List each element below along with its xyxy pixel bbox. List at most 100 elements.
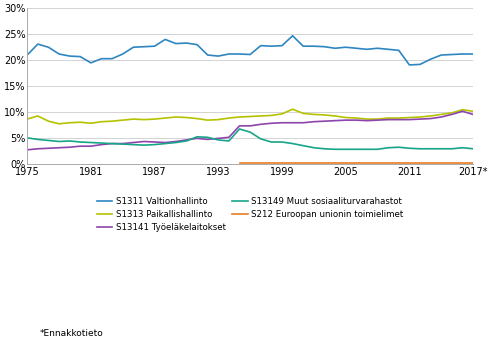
S13149 Muut sosiaaliturvarahastot (300, 144, 306, 148)
S212 Euroopan unionin toimielimet (438, 161, 444, 165)
S1313 Paikallishallinto (321, 113, 327, 117)
S212 Euroopan unionin toimielimet (449, 161, 455, 165)
S1313 Paikallishallinto (109, 119, 115, 123)
S1313 Paikallishallinto (24, 117, 30, 121)
S13149 Muut sosiaaliturvarahastot (321, 147, 327, 151)
S13141 Työeläkelaitokset (226, 135, 232, 139)
S13149 Muut sosiaaliturvarahastot (374, 147, 380, 151)
S1313 Paikallishallinto (152, 117, 157, 121)
S13149 Muut sosiaaliturvarahastot (385, 146, 391, 150)
S1311 Valtionhallinto (311, 44, 317, 48)
S1311 Valtionhallinto (35, 42, 41, 46)
S13149 Muut sosiaaliturvarahastot (247, 130, 253, 134)
S13149 Muut sosiaaliturvarahastot (258, 137, 264, 141)
S1311 Valtionhallinto (364, 47, 370, 51)
S1313 Paikallishallinto (130, 117, 136, 121)
S212 Euroopan unionin toimielimet (269, 161, 275, 165)
S1311 Valtionhallinto (343, 45, 349, 49)
S1313 Paikallishallinto (45, 119, 51, 123)
S13141 Työeläkelaitokset (56, 146, 62, 150)
S13149 Muut sosiaaliturvarahastot (141, 143, 147, 147)
S13149 Muut sosiaaliturvarahastot (353, 147, 359, 151)
S13141 Työeläkelaitokset (109, 142, 115, 146)
S13149 Muut sosiaaliturvarahastot (98, 141, 104, 145)
S13141 Työeläkelaitokset (141, 139, 147, 144)
S1311 Valtionhallinto (194, 43, 200, 47)
S212 Euroopan unionin toimielimet (353, 161, 359, 165)
S13149 Muut sosiaaliturvarahastot (205, 135, 211, 139)
S13141 Työeläkelaitokset (67, 145, 73, 149)
S212 Euroopan unionin toimielimet (247, 161, 253, 165)
S1311 Valtionhallinto (321, 45, 327, 49)
S1313 Paikallishallinto (269, 114, 275, 118)
S212 Euroopan unionin toimielimet (406, 161, 412, 165)
S1311 Valtionhallinto (460, 52, 465, 56)
S13141 Työeläkelaitokset (215, 136, 221, 140)
S1311 Valtionhallinto (109, 57, 115, 61)
S1313 Paikallishallinto (226, 116, 232, 120)
S13141 Työeläkelaitokset (237, 124, 243, 128)
S1313 Paikallishallinto (173, 115, 179, 119)
S1313 Paikallishallinto (300, 111, 306, 115)
S13149 Muut sosiaaliturvarahastot (45, 138, 51, 143)
S13149 Muut sosiaaliturvarahastot (269, 140, 275, 144)
S13141 Työeläkelaitokset (396, 118, 402, 122)
S1311 Valtionhallinto (290, 34, 296, 38)
S1311 Valtionhallinto (98, 57, 104, 61)
S13141 Työeläkelaitokset (98, 143, 104, 147)
S1311 Valtionhallinto (300, 44, 306, 48)
S1311 Valtionhallinto (417, 62, 423, 66)
S1311 Valtionhallinto (77, 55, 83, 59)
S1313 Paikallishallinto (460, 108, 465, 112)
S212 Euroopan unionin toimielimet (279, 161, 285, 165)
S212 Euroopan unionin toimielimet (470, 161, 476, 165)
S212 Euroopan unionin toimielimet (300, 161, 306, 165)
S13149 Muut sosiaaliturvarahastot (279, 140, 285, 144)
S1313 Paikallishallinto (258, 114, 264, 118)
S13141 Työeläkelaitokset (353, 118, 359, 122)
S212 Euroopan unionin toimielimet (290, 161, 296, 165)
S13141 Työeläkelaitokset (406, 118, 412, 122)
S13141 Työeläkelaitokset (321, 119, 327, 123)
S13141 Työeläkelaitokset (269, 121, 275, 125)
S1311 Valtionhallinto (396, 48, 402, 53)
S1311 Valtionhallinto (438, 53, 444, 57)
S1311 Valtionhallinto (226, 52, 232, 56)
S13149 Muut sosiaaliturvarahastot (364, 147, 370, 151)
Text: *Ennakkotieto: *Ennakkotieto (39, 329, 103, 338)
S212 Euroopan unionin toimielimet (374, 161, 380, 165)
S1313 Paikallishallinto (205, 118, 211, 122)
S13141 Työeläkelaitokset (332, 119, 338, 123)
S13149 Muut sosiaaliturvarahastot (109, 142, 115, 146)
S1311 Valtionhallinto (162, 38, 168, 42)
S13149 Muut sosiaaliturvarahastot (194, 135, 200, 139)
S1311 Valtionhallinto (173, 42, 179, 46)
S1311 Valtionhallinto (120, 52, 125, 56)
S1313 Paikallishallinto (290, 107, 296, 111)
S13141 Työeläkelaitokset (290, 121, 296, 125)
S1311 Valtionhallinto (141, 45, 147, 49)
S13149 Muut sosiaaliturvarahastot (120, 142, 125, 146)
S13141 Työeläkelaitokset (205, 137, 211, 142)
S1311 Valtionhallinto (56, 52, 62, 56)
S1311 Valtionhallinto (449, 53, 455, 57)
S212 Euroopan unionin toimielimet (396, 161, 402, 165)
Line: S13141 Työeläkelaitokset: S13141 Työeläkelaitokset (27, 111, 473, 150)
S13141 Työeläkelaitokset (152, 140, 157, 144)
S13141 Työeläkelaitokset (417, 117, 423, 121)
S1313 Paikallishallinto (120, 118, 125, 122)
S1313 Paikallishallinto (141, 118, 147, 122)
S13141 Työeläkelaitokset (24, 148, 30, 152)
S13141 Työeläkelaitokset (279, 121, 285, 125)
S212 Euroopan unionin toimielimet (258, 161, 264, 165)
S1311 Valtionhallinto (279, 44, 285, 48)
S13149 Muut sosiaaliturvarahastot (184, 139, 189, 143)
S1311 Valtionhallinto (385, 47, 391, 51)
S1311 Valtionhallinto (258, 44, 264, 48)
S13149 Muut sosiaaliturvarahastot (173, 140, 179, 145)
S13141 Työeläkelaitokset (470, 113, 476, 117)
S13141 Työeläkelaitokset (35, 147, 41, 151)
S1313 Paikallishallinto (449, 111, 455, 115)
S212 Euroopan unionin toimielimet (311, 161, 317, 165)
S1313 Paikallishallinto (184, 116, 189, 120)
